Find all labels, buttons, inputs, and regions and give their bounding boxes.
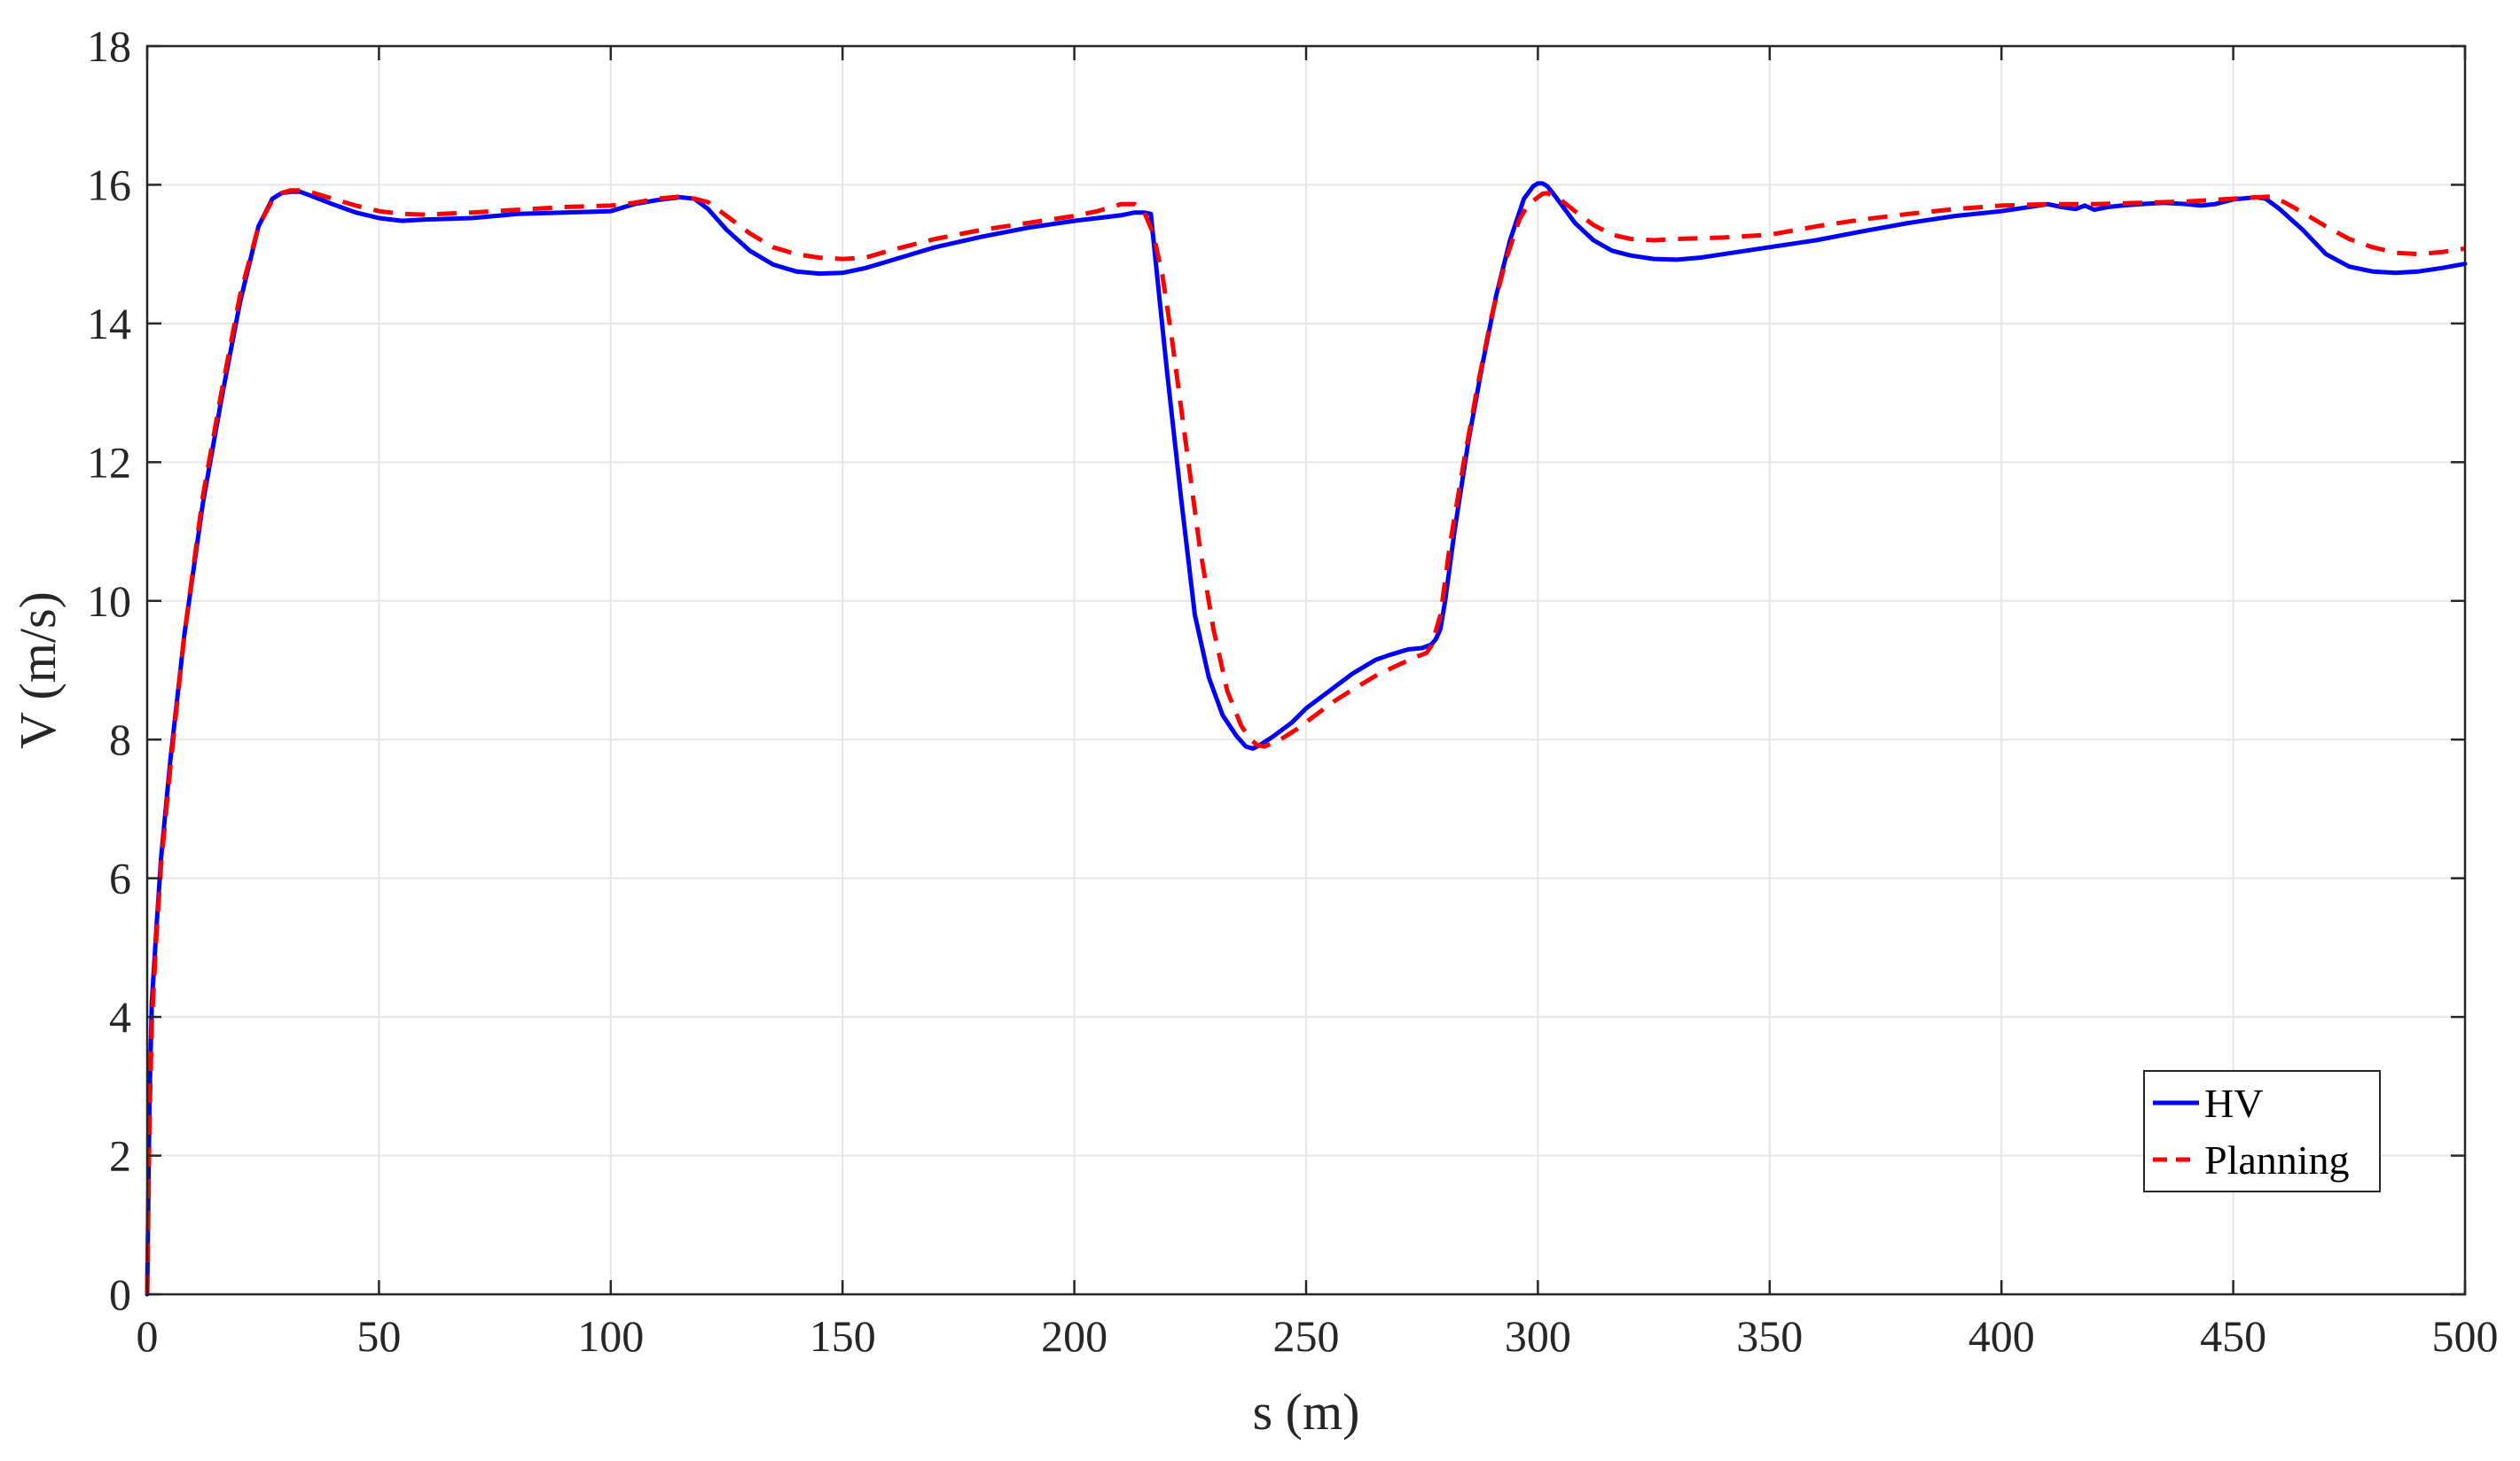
series-line-hv [145,181,2468,1297]
x-tick-label: 350 [1736,1311,1803,1361]
x-tick-label: 450 [2200,1311,2266,1361]
y-tick-label: 6 [109,854,131,903]
tick-marks [145,44,2467,1296]
x-tick-label: 400 [1968,1311,2035,1361]
y-tick-label: 16 [87,160,131,209]
x-axis-label: s (m) [1253,1383,1360,1441]
legend-label-hv: HV [2204,1081,2263,1126]
legend: HV Planning [2143,1070,2381,1192]
y-tick-label: 2 [109,1131,131,1181]
y-tick-label: 10 [87,576,131,626]
grid [146,45,2466,1295]
x-tick-label: 50 [356,1311,401,1361]
x-tick-label: 250 [1273,1311,1340,1361]
y-tick-label: 18 [87,21,131,71]
y-tick-labels: 0 2 4 6 8 10 12 14 16 18 [87,21,131,1319]
x-tick-label: 150 [810,1311,876,1361]
legend-label-planning: Planning [2204,1137,2350,1183]
y-tick-label: 8 [109,715,131,764]
x-tick-label: 200 [1041,1311,1107,1361]
legend-box [2143,1070,2381,1192]
x-tick-label: 500 [2432,1311,2499,1361]
x-tick-label: 300 [1505,1311,1571,1361]
x-tick-labels: 0 50 100 150 200 250 300 350 400 450 500 [137,1311,2499,1361]
y-axis-label: V (m/s) [9,591,67,749]
y-tick-label: 14 [87,299,131,348]
y-tick-label: 4 [109,992,131,1042]
y-tick-label: 12 [87,437,131,487]
x-tick-label: 0 [137,1311,159,1361]
series-group [145,181,2468,1297]
y-tick-label: 0 [109,1270,131,1319]
series-line-planning [145,188,2466,1295]
x-tick-label: 100 [577,1311,644,1361]
